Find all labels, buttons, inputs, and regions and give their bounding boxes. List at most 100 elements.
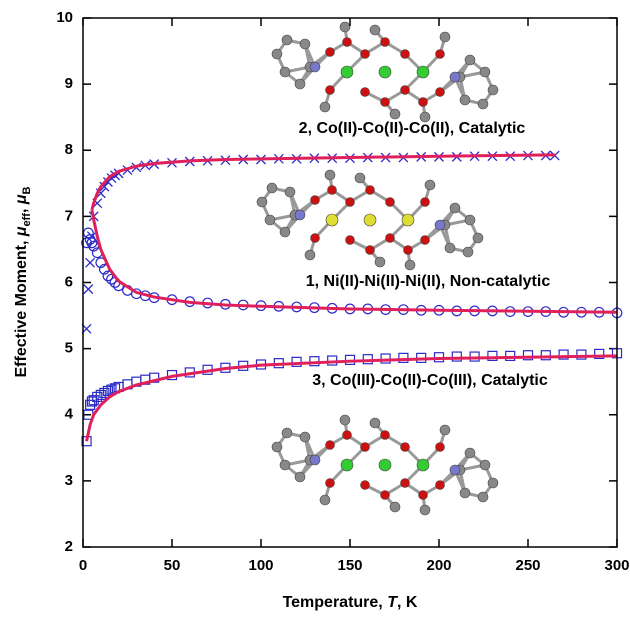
cross-marker: [86, 258, 95, 267]
atom: [450, 465, 460, 475]
atom: [381, 491, 390, 500]
atom: [419, 98, 428, 107]
atom: [340, 415, 350, 425]
x-tick-label: 50: [164, 557, 181, 574]
atom: [300, 39, 310, 49]
atom: [370, 418, 380, 428]
atom: [326, 214, 338, 226]
atom: [361, 50, 370, 59]
molecule-image: [272, 22, 498, 122]
x-label-part: , K: [397, 594, 418, 611]
x-tick-label: 300: [604, 557, 629, 574]
atom: [295, 210, 305, 220]
x-tick-label: 100: [248, 557, 273, 574]
y-tick-label: 9: [65, 75, 73, 92]
atom: [343, 431, 352, 440]
atom: [473, 233, 483, 243]
page: Temperature, T, K Effective Moment, μeff…: [0, 0, 630, 623]
atom: [478, 492, 488, 502]
atom: [282, 428, 292, 438]
atom: [285, 187, 295, 197]
y-tick-label: 2: [65, 538, 73, 555]
atom: [445, 243, 455, 253]
fit-line: [87, 356, 617, 441]
atom: [343, 38, 352, 47]
y-label-part: Effective Moment,: [13, 236, 30, 377]
atom: [465, 215, 475, 225]
atom: [310, 455, 320, 465]
annotation: 3, Co(III)-Co(II)-Co(III), Catalytic: [312, 372, 548, 389]
atom: [417, 459, 429, 471]
y-tick-label: 6: [65, 273, 73, 290]
atom: [404, 246, 413, 255]
atom: [379, 459, 391, 471]
atom: [346, 236, 355, 245]
y-label-part: ,: [13, 204, 30, 213]
atom: [401, 479, 410, 488]
atom: [425, 180, 435, 190]
atom: [480, 67, 490, 77]
atom: [326, 48, 335, 57]
atom: [381, 38, 390, 47]
x-label-part: Temperature,: [283, 594, 388, 611]
molecule-image: [257, 170, 483, 270]
atom: [272, 442, 282, 452]
atom: [328, 186, 337, 195]
y-tick-label: 7: [65, 207, 73, 224]
atom: [405, 260, 415, 270]
y-label-part: μ: [13, 226, 30, 237]
atom: [364, 214, 376, 226]
atom: [440, 32, 450, 42]
x-tick-label: 200: [426, 557, 451, 574]
atom: [272, 49, 282, 59]
x-tick-label: 150: [337, 557, 362, 574]
atom: [417, 66, 429, 78]
atom: [280, 67, 290, 77]
atom: [465, 448, 475, 458]
y-tick-label: 8: [65, 141, 73, 158]
atom: [401, 86, 410, 95]
atom: [421, 236, 430, 245]
atom: [386, 234, 395, 243]
atom: [340, 22, 350, 32]
atom: [257, 197, 267, 207]
y-tick-label: 5: [65, 340, 73, 357]
fit-line: [92, 210, 617, 312]
atom: [390, 502, 400, 512]
atom: [381, 98, 390, 107]
atom: [346, 198, 355, 207]
x-tick-label: 0: [79, 557, 87, 574]
atom: [300, 432, 310, 442]
atom: [311, 234, 320, 243]
atom: [295, 472, 305, 482]
atom: [295, 79, 305, 89]
y-tick-label: 10: [56, 9, 73, 26]
atom: [341, 66, 353, 78]
atom: [450, 203, 460, 213]
x-axis-label: Temperature, T, K: [283, 594, 418, 611]
atom: [435, 220, 445, 230]
atom: [420, 505, 430, 515]
atom: [280, 460, 290, 470]
atom: [440, 425, 450, 435]
atom: [402, 214, 414, 226]
atom: [401, 50, 410, 59]
atom: [390, 109, 400, 119]
atom: [361, 88, 370, 97]
atom: [379, 66, 391, 78]
atom: [386, 198, 395, 207]
cross-marker: [84, 285, 93, 294]
atom: [480, 460, 490, 470]
atom: [366, 186, 375, 195]
chart: Temperature, T, K Effective Moment, μeff…: [0, 0, 630, 618]
atom: [326, 86, 335, 95]
annotation: 2, Co(II)-Co(II)-Co(II), Catalytic: [299, 120, 526, 137]
atom: [460, 488, 470, 498]
y-tick-label: 3: [65, 472, 73, 489]
y-label-part: μ: [13, 194, 30, 205]
atom: [465, 55, 475, 65]
annotation: 1, Ni(II)-Ni(II)-Ni(II), Non-catalytic: [306, 273, 551, 290]
atom: [361, 481, 370, 490]
atom: [421, 198, 430, 207]
atom: [265, 215, 275, 225]
